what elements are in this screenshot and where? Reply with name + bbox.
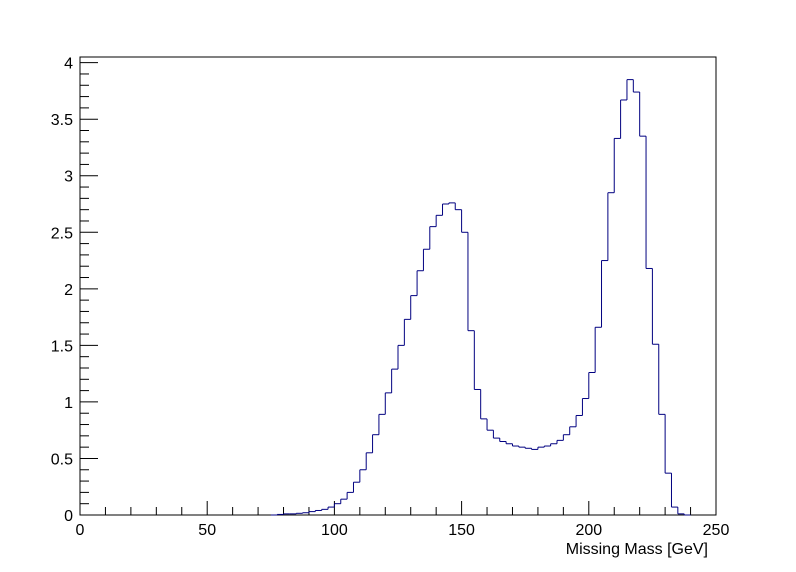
y-tick-label: 1.5 <box>51 338 73 355</box>
y-tick-label: 0 <box>64 508 73 525</box>
y-tick-label: 0.5 <box>51 451 73 468</box>
y-tick-label: 1 <box>64 395 73 412</box>
y-tick-label: 4 <box>64 56 73 73</box>
y-tick-label: 3.5 <box>51 112 73 129</box>
x-tick-label: 50 <box>198 522 216 539</box>
tick-labels-layer: 0 50 100 150 200 250 0 0.5 1 1.5 2 2.5 3 3.5 4 <box>51 56 730 539</box>
y-tick-label: 3 <box>64 169 73 186</box>
series-layer <box>270 79 691 516</box>
y-tick-label: 2.5 <box>51 225 73 242</box>
x-axis-title: Missing Mass [GeV] <box>566 541 708 558</box>
x-tick-label: 150 <box>448 522 475 539</box>
y-tick-label: 2 <box>64 282 73 299</box>
plot-frame <box>79 56 717 516</box>
x-tick-label: 200 <box>575 522 602 539</box>
axis-ticks-layer <box>79 62 717 516</box>
plot-frame-layer <box>79 56 717 516</box>
x-tick-label: 0 <box>76 522 85 539</box>
x-tick-label: 100 <box>321 522 348 539</box>
x-tick-label: 250 <box>703 522 730 539</box>
